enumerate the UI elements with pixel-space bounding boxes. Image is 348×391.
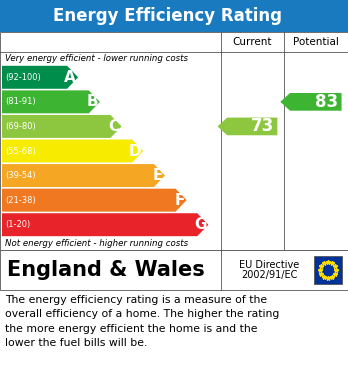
Text: Energy Efficiency Rating: Energy Efficiency Rating bbox=[53, 7, 282, 25]
Text: (69-80): (69-80) bbox=[5, 122, 36, 131]
Text: C: C bbox=[109, 119, 120, 134]
Bar bbox=[314, 256, 342, 284]
Text: (39-54): (39-54) bbox=[5, 171, 35, 180]
Text: EU Directive: EU Directive bbox=[239, 260, 299, 270]
Text: (92-100): (92-100) bbox=[5, 73, 41, 82]
Bar bbox=[0, 32, 348, 250]
Polygon shape bbox=[2, 188, 187, 212]
Text: (55-68): (55-68) bbox=[5, 147, 36, 156]
Text: E: E bbox=[152, 168, 163, 183]
Polygon shape bbox=[2, 140, 143, 163]
Text: Very energy efficient - lower running costs: Very energy efficient - lower running co… bbox=[5, 54, 188, 63]
Polygon shape bbox=[2, 115, 121, 138]
Text: (81-91): (81-91) bbox=[5, 97, 35, 106]
Text: Not energy efficient - higher running costs: Not energy efficient - higher running co… bbox=[5, 239, 188, 248]
Polygon shape bbox=[2, 164, 165, 187]
Text: D: D bbox=[129, 143, 141, 158]
Text: 83: 83 bbox=[315, 93, 339, 111]
Polygon shape bbox=[280, 93, 342, 111]
Text: F: F bbox=[174, 193, 185, 208]
Polygon shape bbox=[2, 213, 208, 236]
Text: B: B bbox=[86, 94, 98, 109]
Polygon shape bbox=[2, 66, 78, 89]
Text: A: A bbox=[64, 70, 76, 85]
Text: Current: Current bbox=[232, 37, 272, 47]
Bar bbox=[0, 250, 348, 290]
Text: The energy efficiency rating is a measure of the
overall efficiency of a home. T: The energy efficiency rating is a measur… bbox=[5, 295, 279, 348]
Bar bbox=[0, 0, 348, 32]
Text: 73: 73 bbox=[251, 117, 274, 135]
Polygon shape bbox=[218, 118, 277, 135]
Polygon shape bbox=[2, 90, 100, 113]
Text: 2002/91/EC: 2002/91/EC bbox=[241, 270, 298, 280]
Text: (1-20): (1-20) bbox=[5, 220, 30, 229]
Text: G: G bbox=[194, 217, 206, 232]
Text: England & Wales: England & Wales bbox=[7, 260, 205, 280]
Text: Potential: Potential bbox=[293, 37, 339, 47]
Text: (21-38): (21-38) bbox=[5, 196, 36, 204]
